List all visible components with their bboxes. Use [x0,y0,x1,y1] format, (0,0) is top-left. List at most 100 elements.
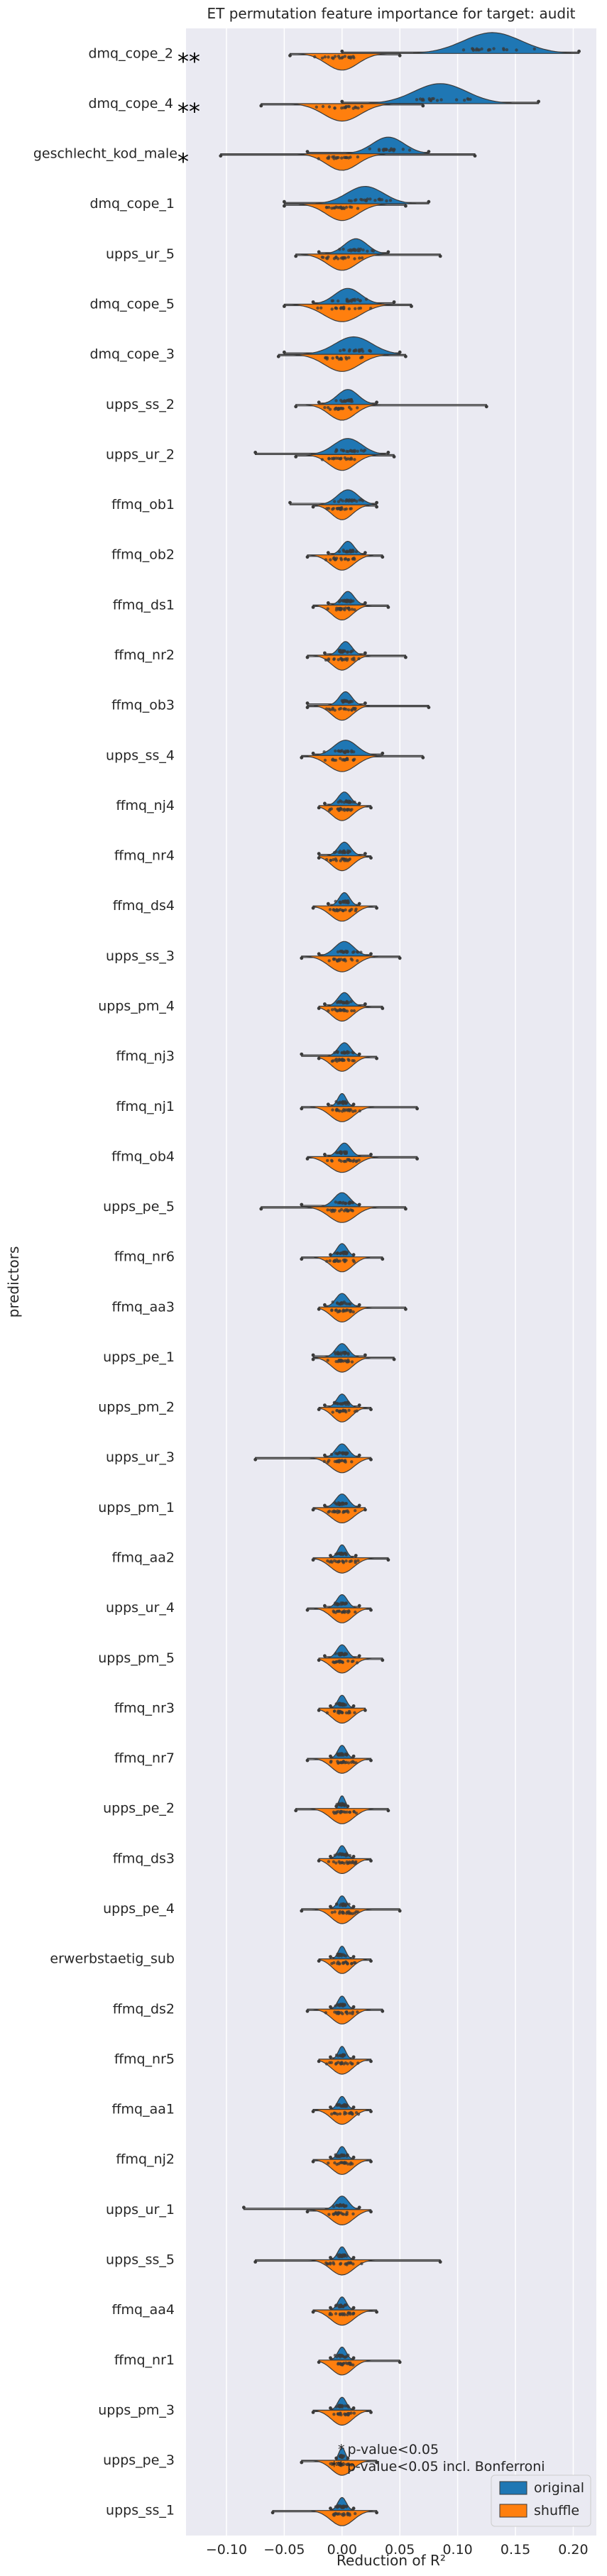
original-point [344,1703,348,1706]
original-point [338,849,342,853]
shuffle-point [344,1108,348,1112]
y-tick-label: ffmq_aa3 [111,1299,175,1315]
original-extreme-point [305,150,310,154]
shuffle-extreme-point [369,2210,373,2214]
shuffle-extreme-point [300,1909,304,1913]
shuffle-point [322,256,325,259]
original-point [332,2205,336,2208]
shuffle-point [353,257,356,261]
shuffle-point [326,156,329,160]
shuffle-point [327,55,330,59]
original-point [337,1101,341,1105]
shuffle-point [350,205,354,209]
original-point [345,299,349,302]
shuffle-point [339,2211,343,2215]
y-tick-label: ffmq_aa4 [111,2302,175,2318]
shuffle-point [333,55,337,58]
shuffle-extreme-point [305,555,310,559]
shuffle-extreme-point [294,254,298,258]
shuffle-point [348,1810,351,1814]
violin-shuffle [295,253,441,271]
shuffle-extreme-point [404,655,408,659]
original-point [349,398,353,402]
shuffle-point [342,2513,346,2516]
original-point [429,99,432,102]
shuffle-point [327,657,331,661]
original-point [340,400,344,403]
shuffle-point [332,1259,337,1263]
shuffle-point [356,2010,359,2014]
shuffle-point [345,1208,349,1212]
original-point [356,449,359,453]
original-point [346,899,349,903]
shuffle-point [332,657,336,662]
shuffle-point [331,1208,335,1212]
original-extreme-point [334,2456,339,2460]
shuffle-point [332,2262,336,2266]
original-extreme-point [351,1754,356,1758]
original-point [368,197,372,201]
shuffle-point [352,1059,356,1063]
shuffle-extreme-point [294,455,298,459]
original-extreme-point [357,1453,361,1457]
shuffle-point [327,2161,330,2165]
original-point [339,1251,343,1256]
legend-label-original: original [534,2480,584,2496]
original-point [339,2003,342,2007]
shuffle-extreme-point [415,1157,419,1161]
y-tick-label: ffmq_ob3 [111,698,175,713]
shuffle-point [357,657,361,661]
shuffle-point [332,908,336,912]
shuffle-extreme-point [311,505,315,509]
x-tick-label: −0.10 [206,2542,247,2558]
y-tick-label: upps_ur_1 [106,2202,175,2218]
y-tick-label: dmq_cope_1 [89,196,175,212]
shuffle-point [330,1059,334,1063]
shuffle-point [328,407,332,411]
shuffle-point [346,1611,350,1614]
y-tick-label: upps_pm_2 [98,1400,175,1415]
shuffle-point [324,558,328,561]
shuffle-extreme-point [404,1307,408,1311]
violin-series [219,32,581,2526]
original-point [341,1953,345,1956]
shuffle-point [321,104,325,109]
shuffle-point [334,1058,337,1062]
original-extreme-point [317,400,321,405]
shuffle-point [355,1661,359,1665]
shuffle-point [358,1109,361,1113]
shuffle-point [339,1058,342,1062]
shuffle-extreme-point [369,856,373,860]
shuffle-point [329,708,332,712]
original-point [346,650,349,654]
shuffle-point [339,1359,343,1364]
original-point [337,1503,341,1506]
shuffle-extreme-point [381,1257,385,1261]
original-point [352,498,356,503]
shuffle-point [335,959,339,963]
shuffle-point [339,1409,342,1413]
shuffle-extreme-point [369,1608,373,1612]
shuffle-point [354,307,357,310]
original-extreme-point [329,1855,332,1858]
shuffle-point [346,1861,351,1865]
original-extreme-point [381,751,385,755]
shuffle-point [346,2513,350,2516]
original-point [343,1351,347,1354]
original-point [348,1853,352,1858]
y-tick-label: upps_ss_1 [106,2503,175,2519]
y-tick-label: ffmq_ob2 [111,547,175,563]
original-extreme-point [346,1804,350,1809]
shuffle-point [327,959,331,963]
original-extreme-point [357,801,361,806]
y-tick-label: ffmq_ob1 [111,497,175,513]
shuffle-extreme-point [438,2260,442,2264]
y-tick-label: ffmq_aa1 [111,2102,175,2117]
shuffle-point [343,958,346,961]
original-extreme-point [334,1804,339,1809]
shuffle-point [341,1409,345,1413]
y-tick-label: geschlecht_kod_male [33,146,177,162]
original-point [354,550,359,554]
original-point [349,449,353,452]
